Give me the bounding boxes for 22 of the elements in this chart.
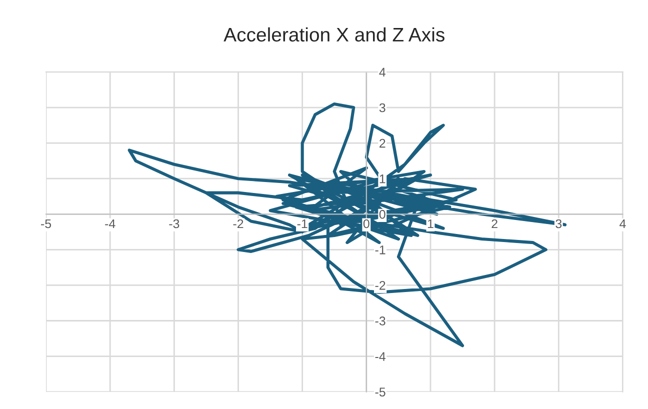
x-tick-label: 2 <box>492 219 498 228</box>
y-tick-label: -1 <box>375 246 386 254</box>
x-tick-label: 4 <box>620 219 626 228</box>
x-tick-label: 3 <box>556 219 562 228</box>
y-tick-label: -2 <box>375 281 386 290</box>
x-tick-label: -2 <box>233 219 244 228</box>
x-tick-label: -1 <box>297 219 308 228</box>
line-series <box>128 102 567 348</box>
x-tick-label: 0 <box>363 219 370 228</box>
y-tick-label: 1 <box>380 174 386 184</box>
y-tick-label: 3 <box>379 103 386 112</box>
chart-title: Acceleration X and Z Axis <box>224 27 444 42</box>
y-tick-label: -5 <box>375 388 386 396</box>
y-tick-label: -4 <box>375 352 386 361</box>
x-tick-label: -4 <box>105 219 116 228</box>
y-tick-label: 0 <box>379 210 386 219</box>
y-tick-label: 4 <box>379 68 386 77</box>
x-tick-label: -3 <box>169 219 180 228</box>
y-tick-label: -3 <box>375 316 386 326</box>
x-tick-label: 1 <box>428 219 434 228</box>
x-tick-label: -5 <box>41 219 52 228</box>
y-tick-label: 2 <box>380 138 386 148</box>
